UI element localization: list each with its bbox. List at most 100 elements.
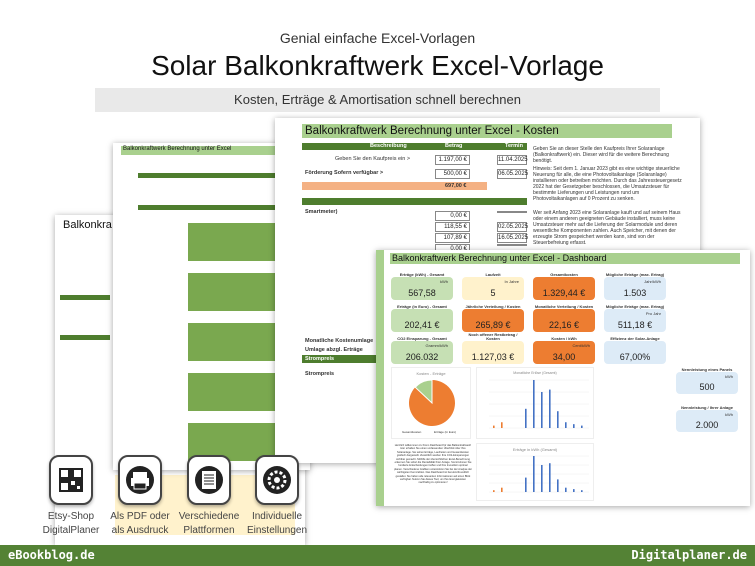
kpi-tile: Erträge (in Euro) - Gesamt 202,41 € [391, 304, 453, 332]
kpi-label: Monatliche Verteilung / Kosten [534, 303, 594, 309]
kpi-value: 511,18 € [617, 320, 653, 330]
chart-bar [541, 465, 543, 492]
section-bar [138, 173, 303, 178]
chart-bar [501, 422, 503, 428]
section-bar [138, 205, 303, 210]
kosten-title: Balkonkraftwerk Berechnung unter Excel -… [302, 124, 672, 138]
printer-icon [118, 455, 162, 505]
termin-cell[interactable] [497, 244, 527, 246]
kpi-tile: Gesamtkosten 1.329,44 € [533, 272, 595, 300]
kpi-value: 5 [490, 288, 496, 298]
sheet-title: Balkonkraftwerk Berechnung unter Excel [121, 146, 306, 155]
chart-bar [533, 456, 535, 492]
feature-label: Verschiedene Plattformen [178, 511, 240, 536]
kpi-value: 67,00% [619, 352, 651, 362]
chart-bar [501, 487, 503, 492]
footer-bar: eBookblog.de Digitalplaner.de [0, 545, 755, 566]
kpi-value: 34,00 [552, 352, 576, 362]
pie-svg [409, 379, 455, 426]
dashboard-title: Balkonkraftwerk Berechnung unter Excel -… [390, 253, 740, 264]
chart-bar [525, 477, 527, 492]
kpi-tile: Mögliche Erträge (max. Ertrag) Jahr/kWh 1.… [604, 272, 666, 300]
hint-text: Hinweis: Seit dem 1. Januar 2023 gibt es… [533, 166, 682, 202]
footer-right-link[interactable]: Digitalplaner.de [631, 548, 747, 562]
col-header: Beschreibung [370, 143, 407, 149]
header-bar [302, 355, 377, 363]
kpi-value: 500 [699, 382, 715, 392]
row-label: Monatliche Kostenumlage [305, 338, 374, 344]
kpi-unit: Jahr/kWh [644, 279, 661, 284]
betrag-cell[interactable]: 107,89 € [435, 233, 470, 243]
col-header: Termin [505, 143, 523, 149]
kpi-tile: Effizienz der Solar-Anlage 67,00% [604, 336, 666, 364]
chart-bar [581, 490, 583, 492]
kpi-tile: Laufzeit In Jahre 5 [462, 272, 524, 300]
kpi-label: Noch offener Restbetrag / Kosten [468, 331, 518, 341]
col-header: Betrag [445, 143, 463, 149]
kpi-label: Nennleistung eines Panels [681, 366, 733, 372]
kpi-value: 1.503 [623, 288, 647, 298]
foerderung-input[interactable]: 500,00 € [435, 169, 470, 179]
kpi-tile: Nennleistung eines Panels kWh 500 [676, 367, 738, 394]
kpi-label: CO2 Einsparung - Gesamt [397, 335, 447, 341]
bar-chart-kwh: Erträge in kWh (Gesamt) [476, 443, 594, 501]
chart-bar [557, 479, 559, 492]
kpi-value: 1.329,44 € [542, 288, 586, 298]
chart-bar [533, 380, 535, 428]
betrag-cell[interactable]: 0,00 € [435, 211, 470, 221]
pie-slice-revenue [414, 379, 433, 405]
chart-bar [565, 487, 567, 492]
kpi-tile: Mögliche Erträge (max. Ertrag) Pro Jahr 51… [604, 304, 666, 332]
date-input[interactable]: 11.04.2025 [497, 155, 528, 165]
bar-chart-monthly-revenue: Monatliche Erlöse (Gesamt) [476, 367, 594, 439]
legend-item: Gesamtkosten [402, 430, 422, 434]
header-bar [302, 198, 527, 205]
total-value: 697,00 € [445, 183, 467, 189]
kpi-label: Mögliche Erträge (max. Ertrag) [605, 271, 665, 277]
kpi-unit: Pro Jahr [645, 311, 661, 316]
kpi-tile: Noch offener Restbetrag / Kosten 1.127,03… [462, 332, 524, 364]
footer-left-link[interactable]: eBookblog.de [8, 548, 95, 562]
feature-label: Etsy-Shop DigitalPlaner [42, 511, 100, 536]
tagline-banner: Kosten, Erträge & Amortisation schnell b… [95, 88, 660, 112]
kpi-value: 265,89 € [475, 320, 511, 330]
kaufpreis-input[interactable]: 1.197,00 € [435, 155, 470, 165]
kpi-value: 202,41 € [404, 320, 440, 330]
legend-item: Erträge (in Euro) [434, 430, 457, 434]
kpi-label: Jährliche Verteilung / Kosten [465, 303, 521, 309]
kpi-tile: Erträge (kWh) - Gesamt kWh 567,58 [391, 272, 453, 300]
kpi-tile: Nennleistung / Ihrer Anlage kWh 2.000 [676, 405, 738, 432]
row-label: Förderung Sofern verfügbar > [305, 170, 384, 176]
header-bar [302, 143, 527, 150]
termin-cell[interactable] [497, 211, 527, 213]
bars-svg [489, 455, 589, 493]
kpi-value: 206.032 [405, 352, 439, 362]
chart-bar [573, 489, 575, 492]
termin-cell[interactable]: 16.05.2025 [497, 233, 529, 243]
kpi-label: Gesamtkosten [550, 271, 578, 277]
info-text: Geben Sie an dieser Stelle den Kaufpreis… [533, 146, 669, 164]
qr-code-icon [49, 455, 93, 505]
kpi-value: 2.000 [695, 420, 719, 430]
betrag-cell[interactable]: 118,55 € [435, 222, 470, 232]
section-bar [60, 335, 110, 340]
chart-bar [493, 490, 495, 492]
kpi-value: 567,58 [408, 288, 436, 298]
chart-bar [549, 389, 551, 428]
gear-icon [255, 455, 299, 505]
document-icon [187, 455, 231, 505]
main-title: Solar Balkonkraftwerk Excel-Vorlage [151, 50, 604, 81]
kpi-label: Kosten / kWh [551, 335, 577, 341]
kpi-unit: In Jahre [504, 279, 519, 284]
chart-bar [549, 463, 551, 492]
date-input[interactable]: 06.05.2025 [497, 169, 529, 179]
kpi-tile: Kosten / kWh Cent/kWh 34,00 [533, 336, 595, 364]
chart-bar [565, 422, 567, 428]
kpi-unit: Cent/kWh [572, 343, 590, 348]
feature-label: Als PDF oder als Ausdruck [110, 511, 170, 536]
sheet-dashboard: Balkonkraftwerk Berechnung unter Excel -… [376, 250, 750, 506]
kpi-unit: kWh [440, 279, 448, 284]
chart-bar [493, 425, 495, 428]
termin-cell[interactable]: 02.05.2025 [497, 222, 529, 232]
row-label: Umlage abzgl. Erträge [305, 347, 363, 353]
